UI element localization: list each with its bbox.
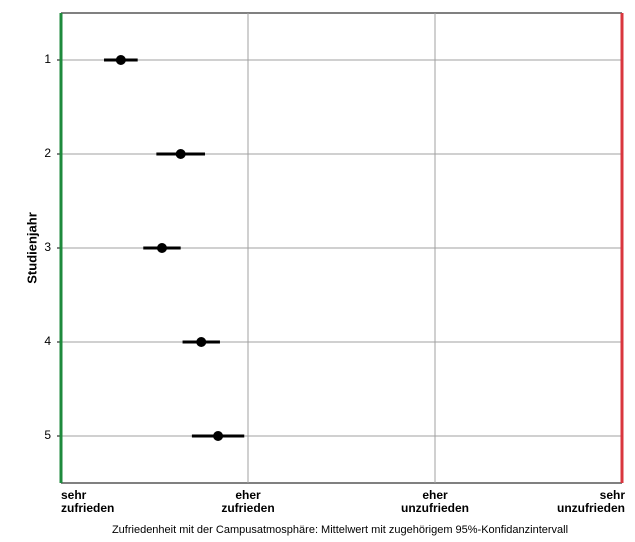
x-tick-label: eher zufrieden <box>221 488 274 515</box>
y-tick-label: 5 <box>44 428 51 442</box>
y-tick-label: 4 <box>44 334 51 348</box>
x-tick-label-line: zufrieden <box>61 501 114 515</box>
x-tick-label: eher unzufrieden <box>401 488 469 515</box>
point <box>175 149 186 159</box>
x-tick-label: sehr zufrieden <box>61 488 114 515</box>
y-tick-label: 2 <box>44 146 51 160</box>
y-axis-label: Studienjahr <box>24 212 39 284</box>
x-tick-label-line: eher <box>422 488 448 502</box>
y-tick-label: 1 <box>44 52 51 66</box>
x-tick-label-line: sehr <box>600 488 626 502</box>
point <box>196 337 207 347</box>
x-tick-label-line: sehr <box>61 488 87 502</box>
point <box>115 55 126 65</box>
x-tick-label-line: zufrieden <box>221 501 274 515</box>
point <box>156 243 167 253</box>
x-axis-label: Zufriedenheit mit der Campusatmosphäre: … <box>112 524 568 536</box>
x-tick-label: sehr unzufrieden <box>557 488 625 515</box>
x-tick-label-line: unzufrieden <box>557 501 625 515</box>
x-tick-label-line: unzufrieden <box>401 501 469 515</box>
point <box>213 431 224 441</box>
x-tick-label-line: eher <box>235 488 261 502</box>
y-tick-label: 3 <box>44 240 51 254</box>
